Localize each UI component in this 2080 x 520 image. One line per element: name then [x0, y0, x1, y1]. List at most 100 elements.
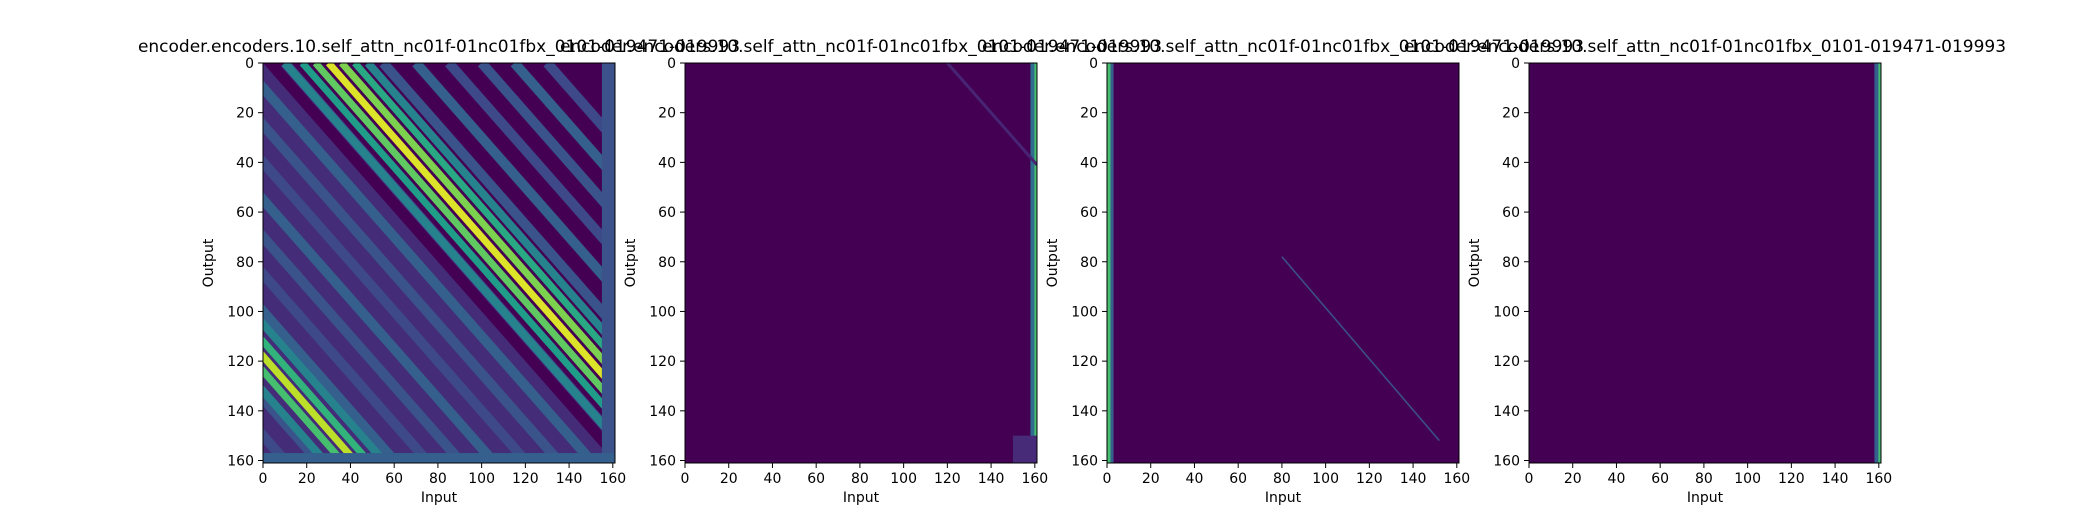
faint-band: [263, 154, 532, 463]
x-axis-label: Input: [1687, 490, 1724, 506]
y-tick-label: 80: [658, 255, 676, 271]
faint-band: [510, 63, 615, 185]
faint-diagonal: [946, 63, 1037, 166]
x-tick-label: 140: [1400, 471, 1427, 487]
faint-band: [263, 117, 565, 463]
y-tick-label: 160: [1493, 454, 1520, 470]
x-tick-label: 0: [681, 471, 690, 487]
main-band-shoulder: [364, 63, 615, 350]
y-tick-label: 20: [236, 106, 254, 122]
attention-column: [1874, 63, 1881, 463]
y-axis-label: Output: [1045, 238, 1061, 287]
x-tick-label: 160: [1021, 471, 1048, 487]
y-tick-label: 160: [1071, 454, 1098, 470]
x-tick-label: 80: [429, 471, 447, 487]
faint-band: [412, 63, 615, 297]
y-tick-label: 100: [1493, 304, 1520, 320]
lower-band-stripe: [263, 350, 360, 463]
x-tick-label: 100: [1312, 471, 1339, 487]
lower-band-shoulder: [263, 384, 330, 463]
x-tick-label: 120: [1778, 471, 1805, 487]
main-band-stripe: [299, 63, 615, 424]
y-tick-label: 80: [1502, 255, 1520, 271]
heatmap-background: [685, 63, 1037, 463]
y-tick-label: 20: [1080, 106, 1098, 122]
axes-frame: [1106, 62, 1460, 464]
y-tick-label: 40: [658, 155, 676, 171]
y-tick-label: 160: [227, 454, 254, 470]
y-tick-label: 40: [1502, 155, 1520, 171]
x-tick-label: 80: [1273, 471, 1291, 487]
main-band-shoulder: [281, 63, 615, 445]
heatmap-cells: [263, 63, 615, 463]
y-tick-label: 20: [1502, 106, 1520, 122]
lower-band-stripe: [263, 365, 347, 463]
y-tick-label: 140: [1071, 404, 1098, 420]
heatmap-cells: [1107, 63, 1440, 463]
y-tick-label: 120: [227, 354, 254, 370]
attention-column: [1107, 63, 1111, 463]
x-tick-label: 40: [764, 471, 782, 487]
attention-column-peak: [1878, 63, 1881, 463]
heatmap-background: [1529, 63, 1881, 463]
edge-row: [263, 453, 615, 463]
x-tick-label: 160: [1865, 471, 1892, 487]
corner-patch: [1012, 435, 1037, 463]
attention-column: [1030, 63, 1037, 463]
x-tick-label: 60: [807, 471, 825, 487]
panel-title: encoder.encoders.10.self_attn_nc01f-01nc…: [138, 37, 740, 57]
heatmap-panel-3: 0 20 40 60 80 100 120 140 160 0 20 40 60 80 100 120 140 1…: [982, 37, 1584, 506]
panel-title: encoder.encoders.10.self_attn_nc01f-01nc…: [982, 37, 1584, 57]
axes-frame: [1528, 62, 1882, 464]
x-tick-label: 60: [1651, 471, 1669, 487]
x-tick-label: 0: [1525, 471, 1534, 487]
y-tick-label: 60: [236, 205, 254, 221]
y-tick-label: 140: [1493, 404, 1520, 420]
faint-band: [263, 229, 466, 463]
x-tick-label: 40: [342, 471, 360, 487]
lower-band-shoulder: [263, 317, 389, 463]
faint-band: [477, 63, 615, 223]
y-axis-label: Output: [201, 238, 217, 287]
lower-triangle-region: [263, 63, 615, 463]
y-tick-label: 60: [1502, 205, 1520, 221]
x-tick-label: 20: [298, 471, 316, 487]
main-band-stripe: [352, 63, 615, 364]
y-tick-label: 20: [658, 106, 676, 122]
x-tick-label: 120: [934, 471, 961, 487]
y-tick-label: 80: [236, 255, 254, 271]
x-tick-label: 20: [1142, 471, 1160, 487]
attention-column-peak: [1034, 63, 1037, 463]
faint-band: [263, 192, 499, 463]
x-tick-label: 0: [1103, 471, 1112, 487]
x-tick-label: 20: [720, 471, 738, 487]
x-tick-label: 140: [1822, 471, 1849, 487]
faint-band: [263, 80, 597, 463]
axes-frame: [262, 62, 616, 464]
y-tick-label: 0: [667, 56, 676, 72]
panel-title: encoder.encoders.10.self_attn_nc01f-01nc…: [1404, 37, 2006, 57]
y-tick-label: 0: [1511, 56, 1520, 72]
x-tick-label: 120: [1356, 471, 1383, 487]
y-tick-label: 140: [227, 404, 254, 420]
y-tick-label: 40: [236, 155, 254, 171]
x-axis-label: Input: [843, 490, 880, 506]
heatmap-cells: [946, 63, 1037, 463]
panel-title: encoder.encoders.10.self_attn_nc01f-01nc…: [560, 37, 1162, 57]
x-tick-label: 160: [1443, 471, 1470, 487]
x-tick-label: 100: [890, 471, 917, 487]
y-tick-label: 160: [649, 454, 676, 470]
attention-column-shoulder: [1110, 63, 1114, 463]
heatmap-panel-4: 0 20 40 60 80 100 120 140 160 0 20 40 60 80 100 120 140 1…: [1404, 37, 2006, 506]
x-tick-label: 160: [599, 471, 626, 487]
edge-column: [601, 63, 615, 463]
y-tick-label: 120: [1071, 354, 1098, 370]
y-tick-label: 140: [649, 404, 676, 420]
x-tick-label: 100: [1734, 471, 1761, 487]
x-tick-label: 20: [1564, 471, 1582, 487]
y-tick-label: 120: [649, 354, 676, 370]
x-tick-label: 80: [851, 471, 869, 487]
y-tick-label: 40: [1080, 155, 1098, 171]
y-tick-label: 0: [1089, 56, 1098, 72]
